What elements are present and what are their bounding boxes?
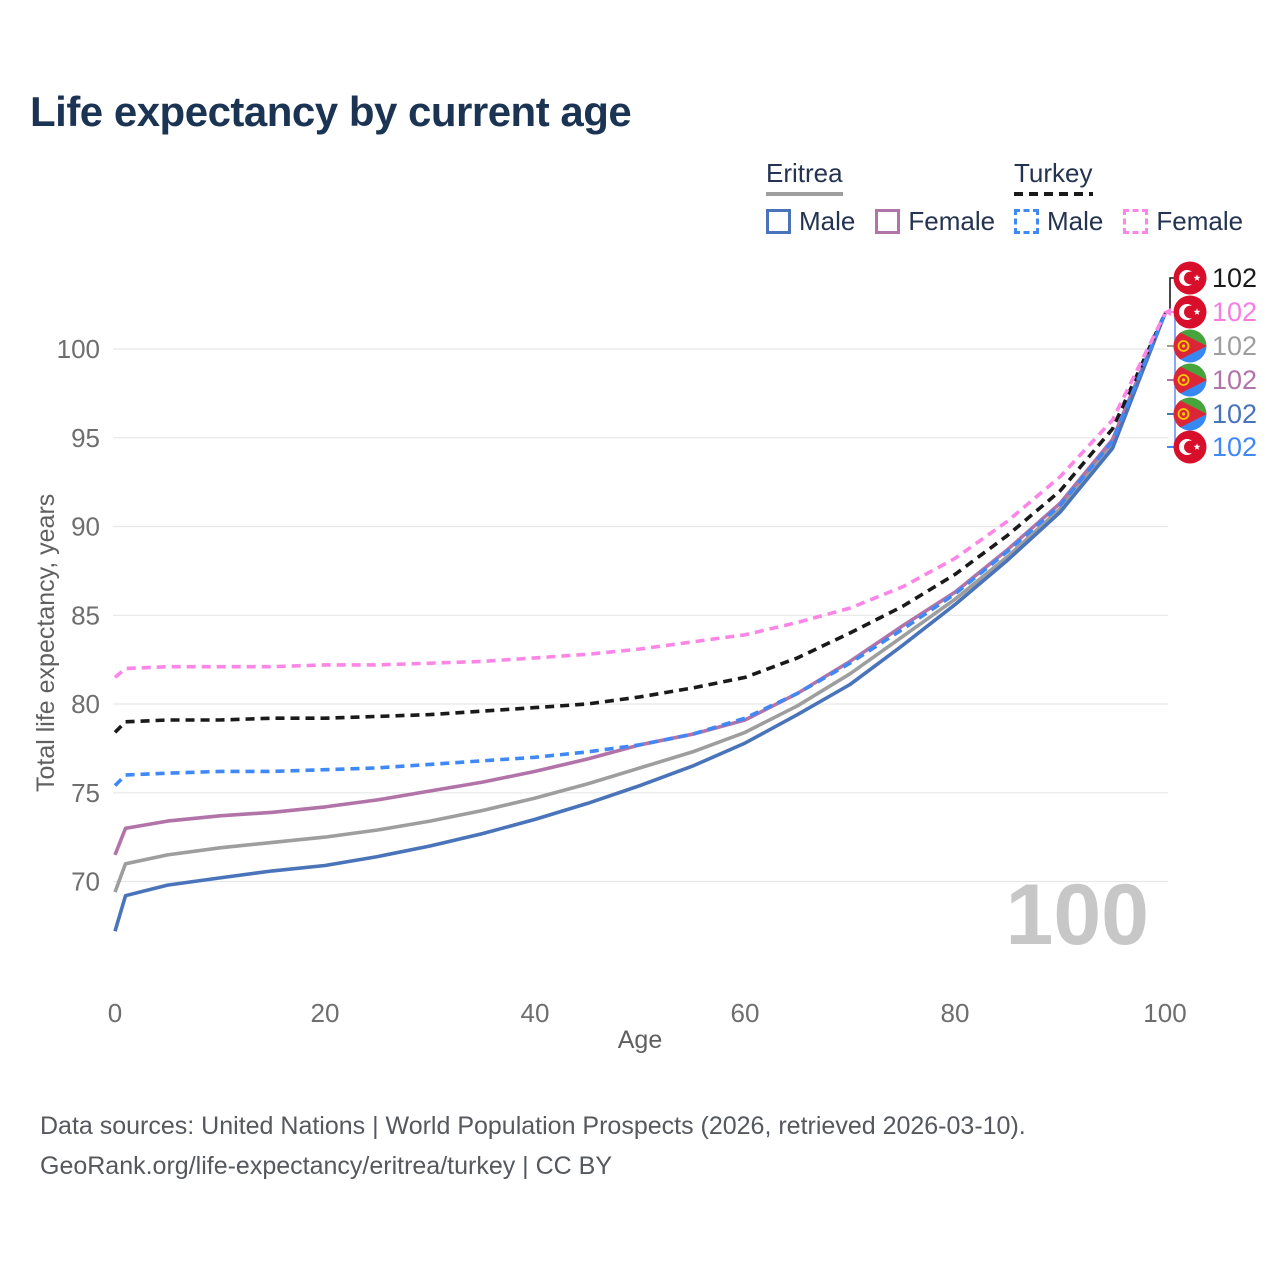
legend-group-turkey: Turkey Male Female [1014,158,1243,237]
x-tick-label: 0 [108,998,122,1028]
series-line-eritrea-total [113,312,1167,893]
series-line-turkey-male [113,312,1167,787]
series-line-turkey-female [113,312,1167,679]
legend-country-turkey: Turkey [1014,158,1093,196]
y-tick-label: 95 [71,423,100,453]
gold-wreath [1177,374,1190,386]
x-axis-title: Age [617,1026,663,1054]
data-sources-line: Data sources: United Nations | World Pop… [40,1112,1026,1140]
x-tick-label: 80 [941,998,970,1028]
legend-swatch-icon[interactable] [875,209,901,234]
turkey-flag-icon [1173,295,1207,329]
star-icon [1193,308,1201,315]
y-tick-label: 70 [71,867,100,897]
legend-item-turkey-male[interactable]: Male [1014,206,1103,237]
attribution-line: GeoRank.org/life-expectancy/eritrea/turk… [40,1152,613,1180]
footer: Data sources: United Nations | World Pop… [40,1106,1026,1186]
star-icon [1193,443,1201,450]
legend-country-eritrea: Eritrea [766,158,843,196]
legend-country-label: Turkey [1014,158,1093,188]
end-label-value: 102 [1212,399,1257,429]
gold-wreath [1177,408,1190,420]
legend-underline-solid [766,192,843,196]
red-triangle [1173,363,1207,397]
legend-item-label: Female [1156,206,1244,236]
legend-group-eritrea: Eritrea Male Female [766,158,995,237]
gold-center [1181,344,1186,348]
red-triangle [1173,329,1207,363]
gold-center [1181,378,1186,382]
legend-item-turkey-female[interactable]: Female [1123,206,1243,237]
legend-country-label: Eritrea [766,158,843,188]
y-axis-title: Total life expectancy, years [32,493,60,792]
crescent-inner [1184,305,1197,319]
legend-item-label: Male [1047,206,1104,236]
legend-item-label: Male [799,206,856,236]
end-label-value: 102 [1212,432,1257,462]
y-tick-label: 75 [71,778,100,808]
x-tick-label: 60 [731,998,760,1028]
x-tick-label: 20 [311,998,340,1028]
flag-shapes [1173,363,1207,397]
gold-center [1181,412,1186,416]
legend-item-eritrea-female[interactable]: Female [875,206,995,237]
legend-swatch-icon[interactable] [1123,209,1149,234]
legend-item-eritrea-male[interactable]: Male [766,206,855,237]
y-tick-label: 80 [71,689,100,719]
y-tick-label: 100 [57,334,100,364]
page-title: Life expectancy by current age [30,88,632,135]
legend-row: Male Female [766,206,995,237]
age-counter-watermark: 100 [1005,867,1150,963]
flag-shapes [1173,397,1207,431]
series-line-turkey-total [113,312,1167,734]
x-tick-label: 100 [1143,998,1186,1028]
crescent-inner [1184,440,1197,454]
flag-shapes [1173,329,1207,363]
series-line-eritrea-male [113,312,1167,932]
legend-swatch-icon[interactable] [766,209,791,234]
red-triangle [1173,397,1207,431]
callout-arrow [1163,308,1171,316]
eritrea-flag-icon [1173,329,1207,363]
turkey-flag-icon [1173,261,1207,295]
end-label-value: 102 [1212,297,1257,327]
end-label-value: 102 [1212,365,1257,395]
end-label-value: 102 [1212,331,1257,361]
y-tick-label: 90 [71,512,100,542]
legend-row: Male Female [1014,206,1243,237]
eritrea-flag-icon [1173,397,1207,431]
eritrea-flag-icon [1173,363,1207,397]
legend-swatch-icon[interactable] [1014,209,1039,234]
gold-wreath [1177,340,1190,352]
series-line-eritrea-female [113,312,1167,856]
star-icon [1193,274,1201,281]
x-tick-label: 40 [521,998,550,1028]
crescent-inner [1184,271,1197,285]
legend-item-label: Female [908,206,996,236]
y-tick-label: 85 [71,600,100,630]
legend-underline-dashed [1014,192,1093,196]
end-label-value: 102 [1212,263,1257,293]
turkey-flag-icon [1173,430,1207,464]
